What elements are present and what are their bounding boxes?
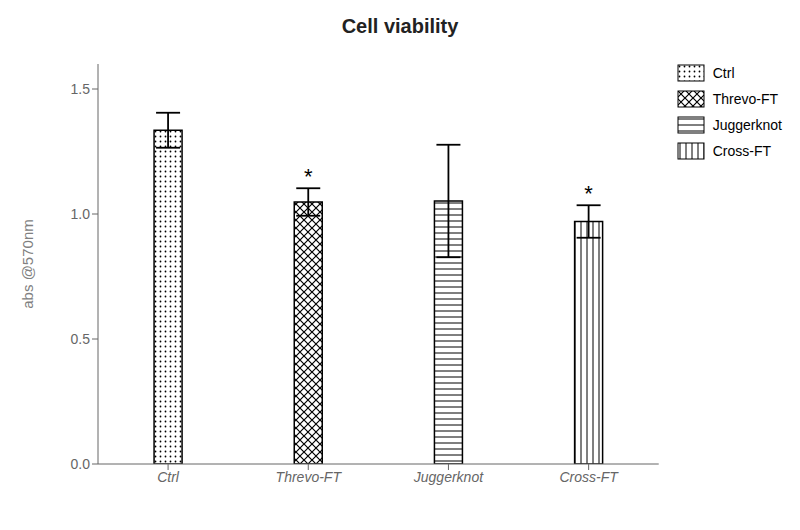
html-text:Cross-FT: Cross-FT xyxy=(712,143,771,159)
svg-text:Ctrl: Ctrl xyxy=(157,469,180,485)
svg-text:Threvo-FT: Threvo-FT xyxy=(276,469,343,485)
svg-text:0.0: 0.0 xyxy=(71,456,91,472)
svg-text:abs @570nm: abs @570nm xyxy=(19,219,36,308)
html-text:Cell viability: Cell viability xyxy=(341,15,459,37)
svg-text:*: * xyxy=(584,181,593,206)
html-text:Juggerknot: Juggerknot xyxy=(712,117,782,133)
svg-text:*: * xyxy=(304,164,313,189)
svg-text:1.0: 1.0 xyxy=(71,206,91,222)
svg-text:Juggerknot: Juggerknot xyxy=(413,469,484,485)
svg-text:Cross-FT: Cross-FT xyxy=(559,469,619,485)
svg-text:0.5: 0.5 xyxy=(71,331,91,347)
svg-text:1.5: 1.5 xyxy=(71,81,91,97)
html-text:Ctrl: Ctrl xyxy=(712,65,735,81)
html-text:Threvo-FT: Threvo-FT xyxy=(712,91,779,107)
